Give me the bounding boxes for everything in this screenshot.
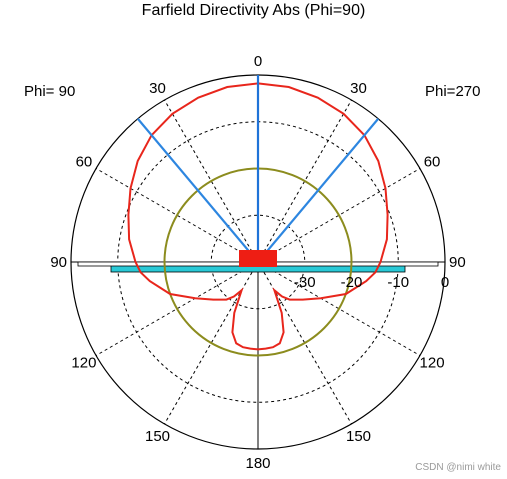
grid-spoke (95, 261, 259, 356)
watermark: CSDN @nimi white (415, 462, 501, 473)
grid-spoke (95, 168, 259, 263)
theta-tick-label: 60 (424, 154, 441, 171)
theta-tick-label: 0 (254, 53, 262, 70)
marker-line-side (136, 118, 259, 263)
chart-title: Farfield Directivity Abs (Phi=90) (141, 2, 366, 19)
grid-spoke (257, 168, 421, 263)
marker-line-side (257, 118, 380, 263)
theta-tick-label: 30 (350, 80, 367, 97)
radial-tick-label: 0 (441, 274, 449, 291)
theta-tick-label: 150 (145, 428, 170, 445)
grid-spoke (257, 261, 421, 356)
theta-tick-label: 120 (71, 355, 96, 372)
phi-left-label: Phi= 90 (24, 83, 76, 100)
feed-block (239, 250, 277, 267)
radial-tick-label: -10 (387, 274, 409, 291)
radial-tick-label: -20 (341, 274, 363, 291)
theta-tick-label: 90 (50, 254, 67, 271)
theta-tick-label: 180 (245, 455, 270, 472)
grid-spoke (164, 99, 259, 263)
theta-tick-label: 120 (420, 355, 445, 372)
theta-tick-label: 150 (346, 428, 371, 445)
phi-right-label: Phi=270 (425, 83, 481, 100)
theta-tick-label: 30 (149, 80, 166, 97)
theta-tick-label: 60 (76, 154, 93, 171)
theta-tick-label: 90 (449, 254, 466, 271)
grid-spoke (257, 99, 352, 263)
radial-tick-label: -30 (294, 274, 316, 291)
